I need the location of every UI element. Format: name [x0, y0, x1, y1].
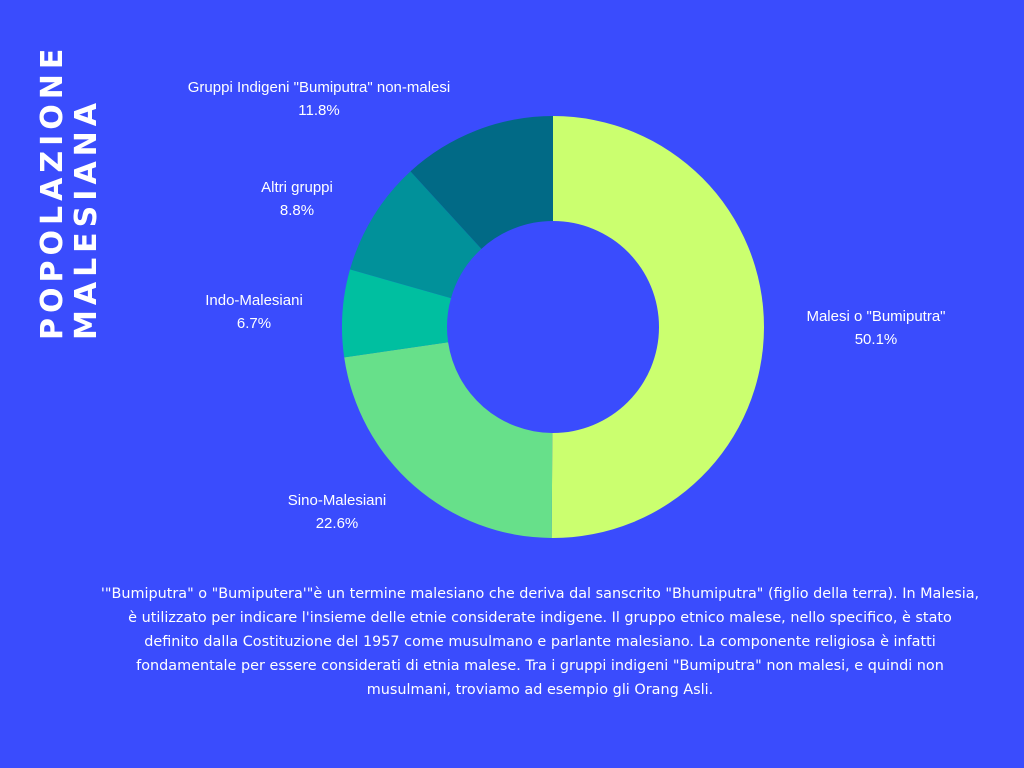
slice-2 [342, 269, 452, 358]
slice-label-3: Altri gruppi [261, 179, 333, 196]
slice-1 [344, 342, 553, 538]
slice-4 [410, 116, 553, 249]
slice-label-1: Sino-Malesiani [288, 492, 386, 509]
slice-value-0: 50.1% [855, 331, 898, 348]
slice-label-0: Malesi o "Bumiputra" [806, 308, 945, 325]
slice-value-2: 6.7% [237, 315, 271, 332]
labels-group: Malesi o "Bumiputra" 50.1% Sino-Malesiani 2… [188, 79, 946, 532]
slice-value-4: 11.8% [298, 102, 339, 119]
slice-value-1: 22.6% [316, 515, 359, 532]
slices-group [342, 116, 764, 538]
slice-3 [350, 171, 482, 299]
slice-label-2: Indo-Malesiani [205, 292, 303, 309]
slice-label-4: Gruppi Indigeni "Bumiputra" non-malesi [188, 79, 450, 96]
description-text: '"Bumiputra" o "Bumiputera'"è un termine… [100, 586, 980, 698]
slice-0 [551, 116, 764, 538]
slice-value-3: 8.8% [280, 202, 314, 219]
